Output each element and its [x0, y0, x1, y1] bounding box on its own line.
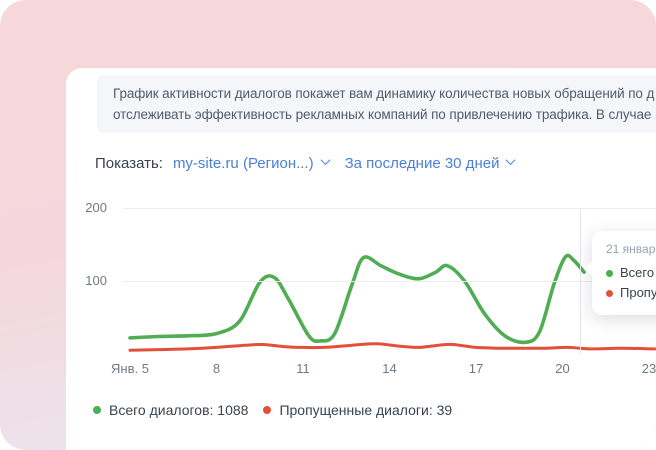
- legend-text: Всего диалогов: 1088: [109, 402, 249, 418]
- series-line-total: [128, 253, 586, 345]
- tooltip-dot-icon: [606, 289, 613, 297]
- legend-dot-icon: [93, 406, 101, 414]
- chart-plot[interactable]: [66, 198, 656, 368]
- x-axis-label: 20: [555, 361, 570, 376]
- hover-line: [579, 208, 581, 354]
- tooltip-row: Пропу: [606, 283, 656, 303]
- legend-item: Пропущенные диалоги: 39: [263, 402, 452, 418]
- gridline: [123, 281, 656, 282]
- x-axis-label: Янв. 5: [111, 361, 149, 376]
- gridline: [123, 208, 656, 209]
- chart-tooltip: 21 январ Всего Пропу: [584, 231, 656, 315]
- chart-legend: Всего диалогов: 1088 Пропущенные диалоги:…: [93, 402, 452, 418]
- period-selector[interactable]: За последние 30 дней: [344, 154, 516, 172]
- tooltip-rows: Всего Пропу: [606, 263, 656, 303]
- y-axis-label: 200: [85, 200, 107, 215]
- chevron-down-icon: [320, 155, 331, 166]
- description-line-1: График активности диалогов покажет вам д…: [113, 86, 655, 101]
- x-axis-label: 8: [212, 361, 221, 376]
- tooltip-dot-icon: [606, 269, 613, 277]
- y-axis-label: 100: [85, 273, 107, 288]
- x-axis-label: 11: [296, 361, 310, 376]
- x-axis-label: 23: [641, 361, 656, 376]
- tooltip-row-text: Всего: [620, 265, 655, 280]
- show-label: Показать:: [95, 154, 163, 172]
- tooltip-row-text: Пропу: [620, 285, 656, 300]
- x-axis-label: 17: [468, 361, 484, 376]
- tooltip-row: Всего: [606, 263, 656, 283]
- filter-row: Показать: my-site.ru (Регион...) За посл…: [95, 152, 516, 174]
- chevron-down-icon: [506, 155, 516, 166]
- dialog-activity-card: График активности диалогов покажет вам д…: [66, 68, 656, 450]
- tooltip-date: 21 январ: [606, 242, 656, 256]
- legend-text: Пропущенные диалоги: 39: [279, 402, 453, 418]
- site-selector-value: my-site.ru (Регион...): [172, 154, 314, 172]
- period-selector-value: За последние 30 дней: [344, 154, 500, 172]
- legend-dot-icon: [263, 406, 272, 414]
- description-panel: График активности диалогов покажет вам д…: [97, 75, 656, 133]
- description-line-2: отслеживать эффективность рекламных комп…: [113, 107, 652, 122]
- site-selector[interactable]: my-site.ru (Регион...): [172, 154, 331, 172]
- x-axis-label: 14: [382, 361, 397, 376]
- series-line-missed: [128, 342, 656, 352]
- legend-item: Всего диалогов: 1088: [93, 402, 248, 418]
